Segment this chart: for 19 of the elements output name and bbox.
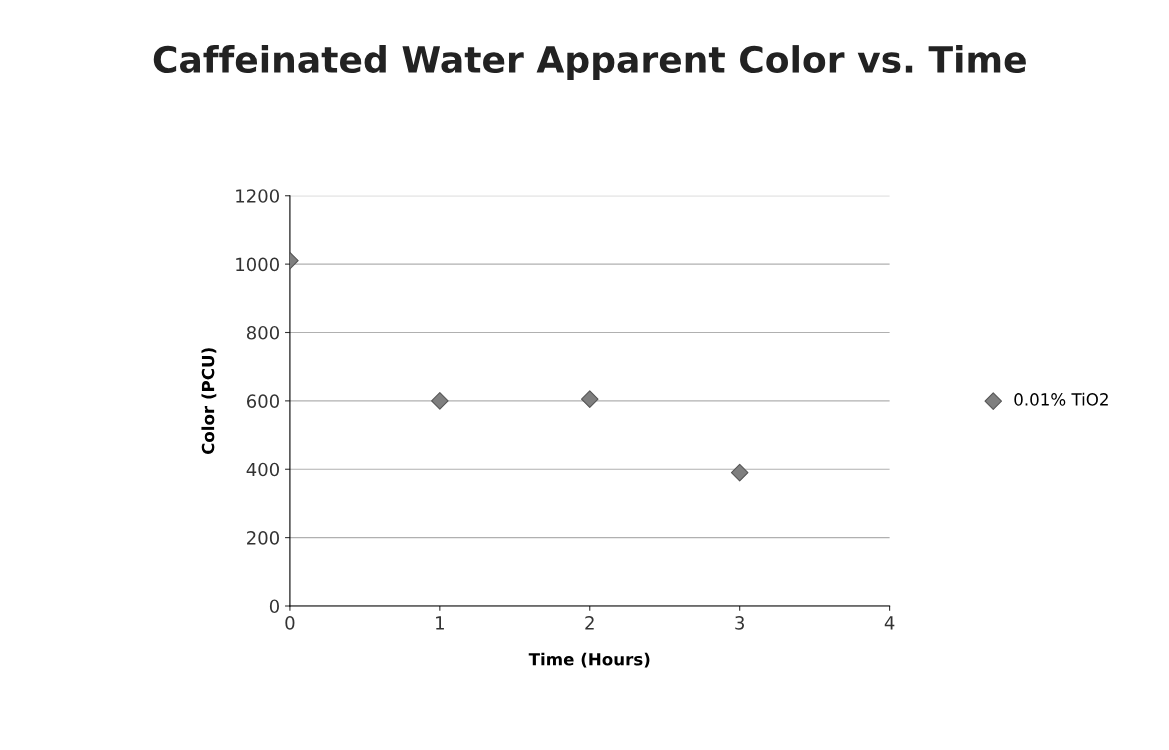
y-axis-title: Color (PCU) [201, 348, 217, 455]
y-tick-label: 600 [246, 394, 279, 408]
x-tick-label: 4 [884, 616, 895, 630]
x-tick-label: 2 [585, 616, 594, 630]
y-tick-label: 0 [269, 599, 279, 614]
point [730, 463, 749, 482]
y-tick-label: 1000 [236, 257, 279, 272]
chart-title: Caffeinated Water Apparent Color vs. Time [153, 45, 1026, 81]
y-tick-label: 1200 [236, 189, 279, 203]
x-tick-label: 3 [735, 616, 744, 630]
y-tick-label: 800 [246, 325, 279, 340]
legend-label: 0.01% TiO2 [1014, 392, 1108, 406]
y-tick-label: 400 [246, 462, 279, 477]
y-tick-label: 200 [247, 531, 279, 545]
point [580, 390, 599, 408]
x-tick-label: 0 [285, 616, 295, 630]
point [431, 392, 449, 410]
x-tick-label: 1 [436, 616, 444, 630]
x-axis-title: Time (Hours) [528, 652, 650, 668]
